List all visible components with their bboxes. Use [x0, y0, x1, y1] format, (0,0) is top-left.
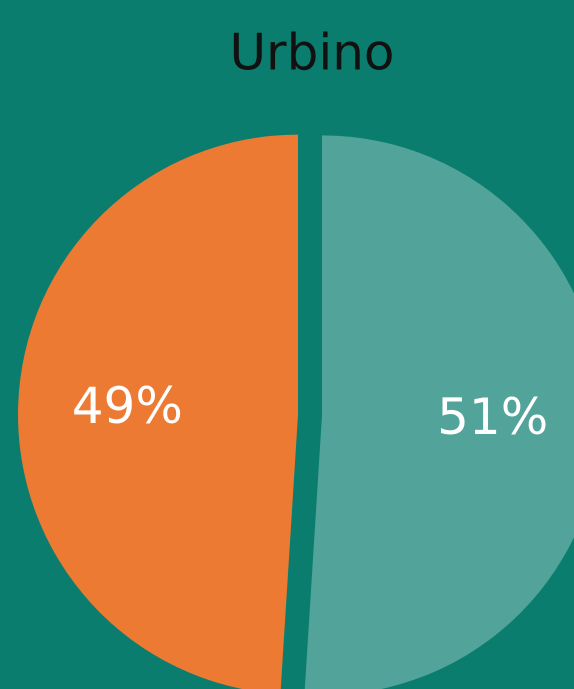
- value-label: 49%: [72, 377, 183, 435]
- pie-slice: [304, 135, 574, 689]
- value-label: 51%: [437, 388, 548, 446]
- pie-slice: [18, 134, 299, 689]
- chart-title: Urbino: [229, 24, 394, 82]
- pie: [18, 134, 574, 689]
